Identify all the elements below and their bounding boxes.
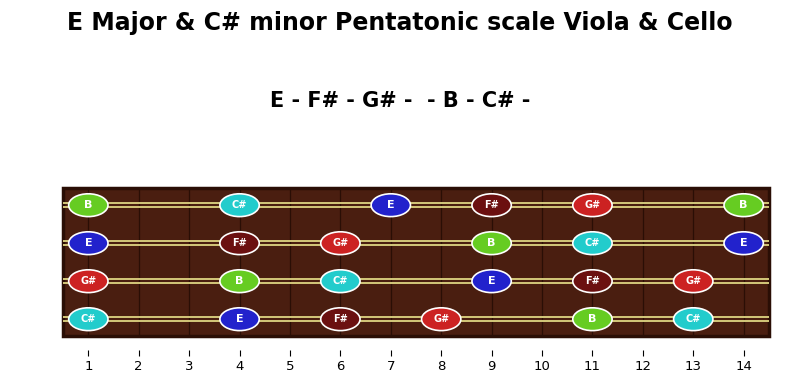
Bar bbox=[63, 188, 769, 336]
Ellipse shape bbox=[674, 270, 713, 293]
Ellipse shape bbox=[69, 232, 108, 255]
Ellipse shape bbox=[573, 270, 612, 293]
Ellipse shape bbox=[69, 270, 108, 293]
Ellipse shape bbox=[472, 232, 511, 255]
Text: F#: F# bbox=[333, 314, 348, 324]
Text: E - F# - G# -  - B - C# -: E - F# - G# - - B - C# - bbox=[270, 91, 530, 111]
Text: B: B bbox=[235, 276, 244, 286]
Text: F#: F# bbox=[232, 238, 247, 248]
Text: C#: C# bbox=[232, 200, 247, 210]
Ellipse shape bbox=[573, 232, 612, 255]
Text: E: E bbox=[387, 200, 394, 210]
Text: E Major & C# minor Pentatonic scale Viola & Cello: E Major & C# minor Pentatonic scale Viol… bbox=[67, 11, 733, 35]
Ellipse shape bbox=[321, 232, 360, 255]
Text: E: E bbox=[85, 238, 92, 248]
Ellipse shape bbox=[220, 194, 259, 217]
Ellipse shape bbox=[472, 270, 511, 293]
Text: F#: F# bbox=[484, 200, 499, 210]
Text: G#: G# bbox=[433, 314, 450, 324]
Ellipse shape bbox=[724, 232, 763, 255]
Ellipse shape bbox=[472, 194, 511, 217]
Text: B: B bbox=[84, 200, 93, 210]
Text: G#: G# bbox=[685, 276, 702, 286]
Text: C#: C# bbox=[333, 276, 348, 286]
Text: C#: C# bbox=[81, 314, 96, 324]
Text: C#: C# bbox=[686, 314, 701, 324]
Text: B: B bbox=[487, 238, 496, 248]
Ellipse shape bbox=[573, 308, 612, 331]
Ellipse shape bbox=[371, 194, 410, 217]
Ellipse shape bbox=[220, 232, 259, 255]
Text: C#: C# bbox=[585, 238, 600, 248]
Text: G#: G# bbox=[80, 276, 96, 286]
Ellipse shape bbox=[321, 308, 360, 331]
Ellipse shape bbox=[69, 308, 108, 331]
Ellipse shape bbox=[724, 194, 763, 217]
Ellipse shape bbox=[674, 308, 713, 331]
Text: G#: G# bbox=[584, 200, 601, 210]
Ellipse shape bbox=[220, 308, 259, 331]
Text: E: E bbox=[236, 314, 243, 324]
Text: E: E bbox=[740, 238, 747, 248]
Text: B: B bbox=[588, 314, 597, 324]
Ellipse shape bbox=[220, 270, 259, 293]
Text: E: E bbox=[488, 276, 495, 286]
Text: G#: G# bbox=[332, 238, 349, 248]
Ellipse shape bbox=[321, 270, 360, 293]
Ellipse shape bbox=[573, 194, 612, 217]
Ellipse shape bbox=[422, 308, 461, 331]
Ellipse shape bbox=[69, 194, 108, 217]
Text: F#: F# bbox=[585, 276, 600, 286]
Text: B: B bbox=[739, 200, 748, 210]
